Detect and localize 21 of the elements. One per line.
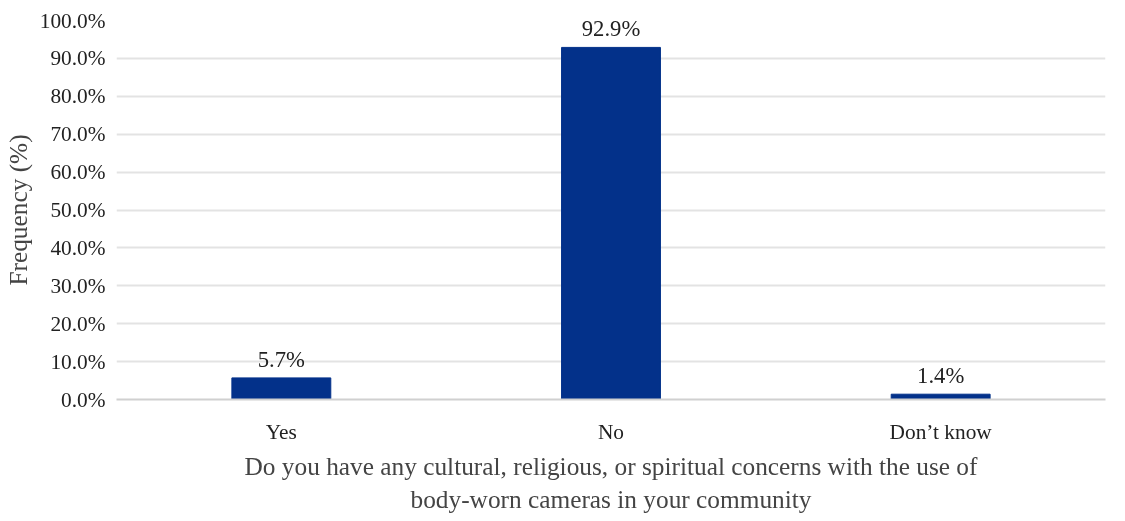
x-tick-label: Don’t know [889, 419, 993, 444]
y-tick-label: 10.0% [50, 349, 106, 374]
y-tick-label: 100.0% [39, 8, 106, 33]
y-tick-label: 0.0% [61, 387, 106, 412]
x-axis-title: Do you have any cultural, religious, or spiritual concerns with the use of body-worn cameras in your community [244, 451, 979, 514]
x-tick-label: Yes [265, 419, 297, 444]
data-label: 1.4% [917, 363, 965, 389]
x-tick-label: No [597, 419, 625, 444]
y-tick-label: 20.0% [50, 311, 106, 336]
bar [561, 46, 661, 400]
y-tick-label: 30.0% [50, 273, 106, 298]
data-label: 92.9% [581, 16, 641, 42]
y-tick-label: 80.0% [50, 84, 106, 109]
data-label: 5.7% [257, 346, 306, 372]
y-tick-label: 50.0% [50, 198, 106, 222]
y-tick-label: 90.0% [50, 46, 106, 71]
y-tick-label: 40.0% [50, 235, 106, 260]
y-tick-label: 70.0% [50, 122, 106, 147]
y-axis-title: Frequency (%) [3, 134, 33, 286]
y-tick-label: 60.0% [50, 160, 106, 185]
bar [231, 377, 332, 400]
